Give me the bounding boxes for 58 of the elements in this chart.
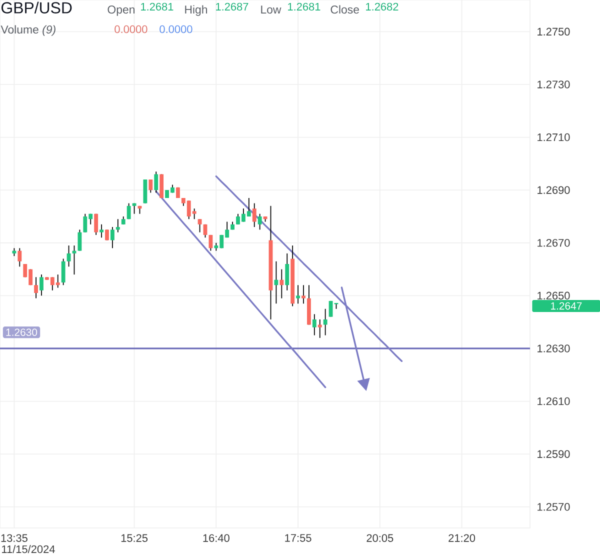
candlestick xyxy=(285,252,290,291)
x-tick-label: 20:05 xyxy=(366,534,394,542)
annotation: Open xyxy=(108,5,134,16)
y-tick-label: 1.2750 xyxy=(538,28,570,36)
candlestick xyxy=(160,174,164,198)
candlestick xyxy=(94,213,98,236)
candlestick xyxy=(274,260,278,304)
candlestick xyxy=(198,218,202,233)
candlestick xyxy=(296,284,300,304)
annotation: Low xyxy=(261,6,282,14)
annotation: 1.2687 xyxy=(216,2,248,11)
candlestick xyxy=(280,268,284,299)
candlestick xyxy=(143,179,148,204)
y-tick-label: 1.2650 xyxy=(538,292,570,300)
candlestick xyxy=(78,229,82,252)
text: 11/15/2024 xyxy=(2,545,55,554)
candlestick xyxy=(66,245,71,268)
annotation: 1.2681 xyxy=(141,2,174,11)
x-tick-label: 13:35 xyxy=(1,534,28,542)
annotation: Volume (9) xyxy=(0,25,56,36)
annotation: 1.2682 xyxy=(366,2,398,11)
annotation: 1.2681 xyxy=(288,2,320,11)
candlestick xyxy=(208,234,213,252)
chart-title: GBP/USD xyxy=(2,2,72,14)
annotation: High xyxy=(185,5,208,16)
candlestick xyxy=(318,318,322,338)
x-tick-label: 17:55 xyxy=(285,534,312,542)
candlestick xyxy=(100,224,104,238)
annotation: 0.0000 xyxy=(114,25,148,34)
ref-line-label: 1.2630 xyxy=(6,328,38,336)
candlestick xyxy=(116,218,120,233)
candlestick xyxy=(40,274,44,296)
y-tick-label: 1.2590 xyxy=(538,450,570,458)
candlestick xyxy=(302,284,306,304)
candlestick xyxy=(148,179,153,194)
y-tick-label: 1.2570 xyxy=(538,502,570,511)
y-tick-label: 1.2690 xyxy=(538,186,570,194)
candlestick xyxy=(252,202,256,228)
annotation: 0.0000 xyxy=(160,25,192,34)
y-tick-label: 1.2670 xyxy=(538,238,570,247)
candlestick xyxy=(61,258,66,286)
candlestick xyxy=(312,314,316,336)
candlestick xyxy=(110,226,114,249)
y-tick-label: 1.2630 xyxy=(538,344,570,352)
candlestick xyxy=(323,308,328,336)
x-tick-label: 21:20 xyxy=(448,534,476,542)
y-tick-label: 1.2710 xyxy=(538,133,570,142)
y-tick-label: 1.2610 xyxy=(538,397,570,406)
y-tick-label: 1.2730 xyxy=(538,80,570,88)
candlestick xyxy=(154,171,158,194)
x-tick-label: 15:25 xyxy=(121,534,148,542)
candlestick xyxy=(258,213,262,230)
candlestick xyxy=(34,276,38,299)
candlestick xyxy=(126,202,131,220)
annotation: Close xyxy=(330,5,359,14)
text: 1.2647 xyxy=(551,302,582,310)
x-tick-label: 16:40 xyxy=(203,534,230,542)
candlestick xyxy=(18,248,22,268)
